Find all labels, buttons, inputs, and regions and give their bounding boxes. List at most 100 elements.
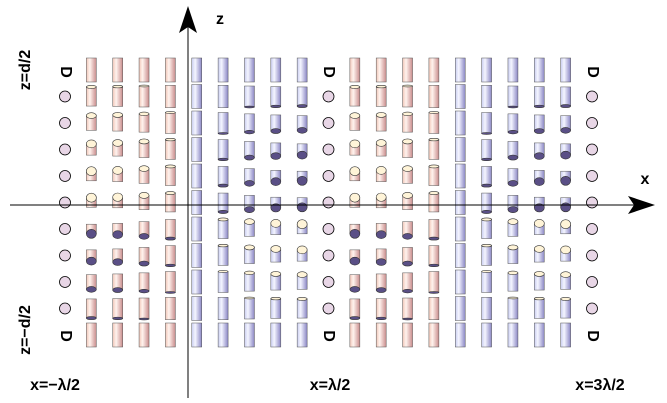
director (507, 85, 519, 108)
director-cap (86, 166, 97, 176)
director (586, 249, 598, 262)
director-cap (138, 317, 150, 321)
director-cap (217, 157, 229, 162)
x-position-label: x=λ/2 (310, 377, 351, 394)
director (191, 296, 202, 321)
director (455, 322, 466, 348)
director-cap (375, 112, 387, 118)
director-cap (349, 286, 361, 293)
director-cap (138, 111, 150, 116)
director (191, 269, 202, 295)
director (455, 137, 466, 162)
director (455, 110, 466, 136)
director-cap (507, 244, 519, 251)
director-cap (533, 271, 545, 277)
director (296, 298, 308, 319)
director (428, 245, 440, 266)
director (375, 298, 387, 319)
director (402, 297, 413, 320)
director-cap (375, 230, 387, 239)
director-cap (270, 245, 282, 253)
director-cap (217, 132, 229, 135)
director (217, 297, 229, 320)
director (481, 297, 492, 320)
director-cap (270, 152, 282, 160)
defect-label: D (320, 66, 337, 78)
director-cap (138, 233, 150, 240)
director-cap (138, 165, 150, 172)
director (560, 298, 571, 319)
director (455, 163, 466, 189)
director-cap (481, 217, 492, 222)
director (112, 57, 123, 83)
director (138, 297, 150, 320)
director-cap (165, 111, 176, 114)
director-cap (481, 157, 492, 162)
director-cap (560, 219, 571, 229)
director-cap (375, 316, 387, 321)
director (534, 57, 545, 83)
director (270, 298, 282, 319)
z-label: z (216, 11, 224, 28)
director-cap (296, 202, 308, 213)
director (138, 113, 150, 133)
director (322, 276, 335, 288)
director-cap (296, 245, 308, 255)
director-cap (428, 137, 440, 142)
director-cap (507, 180, 519, 187)
director (270, 86, 282, 107)
director (112, 86, 123, 107)
director (112, 298, 123, 319)
director (244, 297, 255, 320)
director-cap (112, 112, 123, 118)
director (507, 272, 519, 292)
director (86, 86, 97, 107)
director (165, 85, 176, 108)
director (428, 271, 440, 293)
director-cap (428, 191, 440, 195)
director-cap (112, 287, 123, 293)
director (191, 57, 202, 83)
director-cap (217, 183, 229, 188)
director (375, 322, 387, 348)
director-cap (402, 138, 413, 145)
director (428, 85, 440, 108)
director-cap (296, 127, 308, 134)
director-cap (533, 177, 545, 186)
director (481, 57, 492, 83)
director (296, 57, 308, 83)
director-cap (296, 150, 308, 160)
director-cap (244, 130, 255, 135)
director (428, 112, 440, 134)
director (349, 57, 361, 83)
director (165, 322, 176, 348)
director (217, 57, 229, 83)
director (244, 322, 255, 348)
director-cap (481, 132, 492, 135)
director (402, 85, 413, 108)
director-cap (533, 128, 545, 134)
director (217, 192, 229, 213)
director (428, 57, 440, 83)
director (322, 170, 335, 182)
director-cap (138, 260, 150, 267)
director (138, 272, 150, 292)
director-cap (560, 245, 571, 255)
director-cap (217, 270, 229, 273)
director-cap (349, 139, 361, 149)
director-cap (507, 154, 519, 161)
director (481, 85, 492, 108)
director (481, 192, 492, 213)
director-cap (428, 111, 440, 114)
director (191, 322, 202, 348)
director (586, 196, 598, 209)
director (244, 113, 255, 133)
defect-label: D (57, 66, 74, 78)
director-cap (375, 287, 387, 293)
director-cap (217, 210, 229, 214)
director-cap (138, 289, 150, 294)
director (138, 322, 150, 348)
director (586, 223, 598, 235)
